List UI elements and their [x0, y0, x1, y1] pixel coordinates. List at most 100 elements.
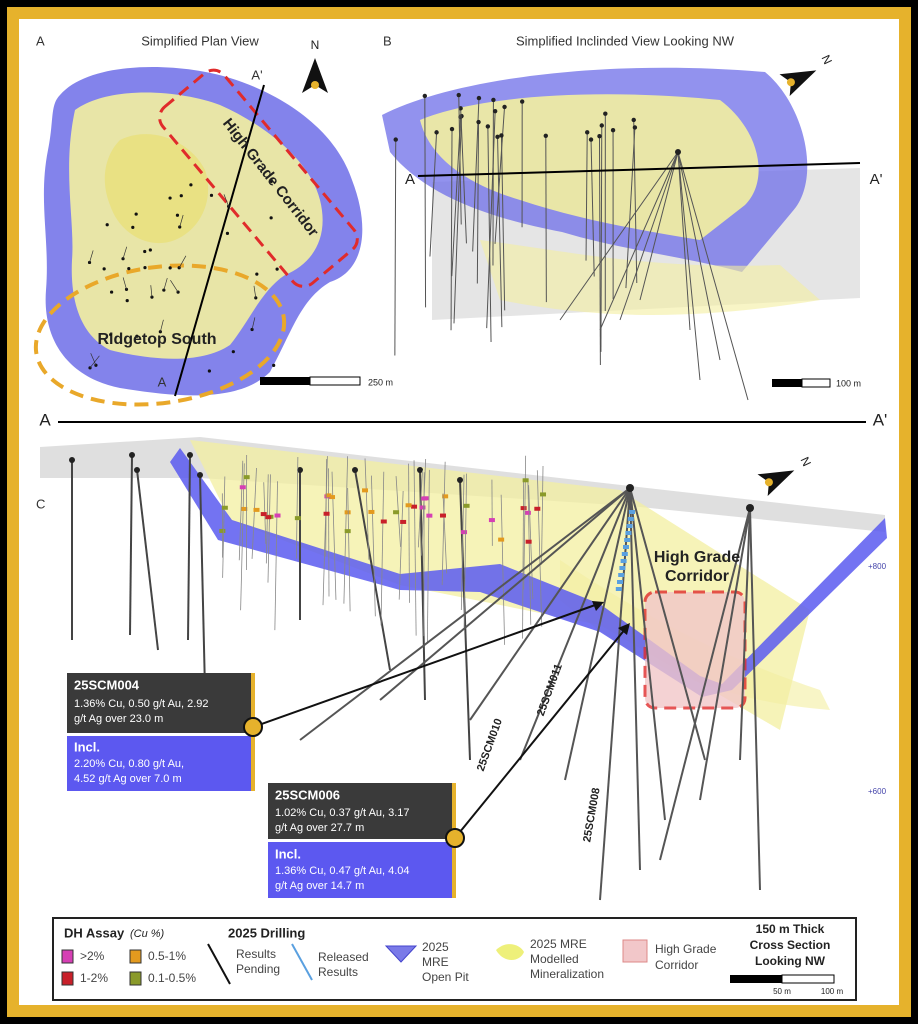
assay-interval [411, 504, 418, 509]
drill-trace [426, 469, 430, 644]
panel-label: C [36, 496, 45, 511]
legend-note: Looking NW [755, 954, 826, 968]
assay-interval [534, 506, 541, 511]
drill-trace [458, 95, 462, 225]
assay-interval [253, 507, 260, 512]
drill-collar [449, 126, 455, 132]
drill-collar [631, 117, 636, 123]
drill-collar [131, 225, 135, 229]
panel-a: A Simplified Plan View N A' A High Grade… [33, 33, 393, 407]
drill-collar [109, 332, 113, 337]
drill-trace [429, 132, 438, 257]
drill-trace [170, 279, 179, 293]
drill-trace [585, 132, 588, 261]
assay-interval [368, 509, 375, 514]
drill-collar [495, 134, 500, 140]
callout-incl-result: g/t Ag over 14.7 m [275, 880, 364, 892]
assay-interval [525, 539, 532, 544]
drill-collar [297, 467, 303, 473]
drill-trace [677, 151, 691, 331]
drill-trace [122, 246, 128, 259]
drill-collar [491, 97, 496, 103]
corridor-label: Corridor [665, 568, 729, 585]
drill-trace [199, 474, 206, 691]
assay-interval [265, 515, 272, 520]
legend-label: Results [318, 965, 358, 979]
drill-collar [393, 137, 398, 142]
drill-trace [398, 490, 404, 600]
drill-trace [371, 475, 376, 617]
drill-trace [160, 319, 164, 332]
drill-collar [352, 467, 358, 473]
callout: 25SCM006 1.02% Cu, 0.37 g/t Au, 3.17 g/t… [268, 783, 465, 898]
drill-collar [675, 149, 681, 155]
drill-trace [677, 151, 749, 401]
drill-trace [187, 454, 191, 641]
drill-trace [274, 481, 278, 631]
north-label: N [311, 38, 320, 52]
callout-incl-result: 2.20% Cu, 0.80 g/t Au, [74, 758, 184, 770]
assay-interval [344, 510, 351, 515]
drill-trace [90, 353, 97, 366]
assay-interval [463, 503, 470, 508]
assay-interval [621, 552, 628, 556]
drill-trace [178, 255, 187, 268]
drill-trace [441, 461, 446, 586]
assay-interval [323, 511, 330, 516]
drill-collar [588, 137, 594, 142]
callout-incl-result: 4.52 g/t Ag over 7.0 m [74, 773, 182, 785]
drill-collar [69, 457, 75, 463]
drill-trace [749, 507, 761, 891]
scale-label: 250 m [368, 377, 393, 387]
drill-collar [209, 193, 214, 197]
drill-collar [543, 133, 548, 138]
drill-collar [168, 266, 172, 270]
callout-result: 1.36% Cu, 0.50 g/t Au, 2.92 [74, 698, 209, 710]
drill-trace [328, 468, 330, 597]
legend-title: DH Assay [64, 925, 125, 940]
drill-trace [559, 151, 679, 321]
drill-trace [699, 507, 751, 801]
drill-trace [379, 487, 631, 701]
panel-label: B [383, 33, 392, 48]
section-start: A [158, 374, 167, 389]
assay-interval [294, 516, 301, 521]
panel-title: Simplified Inclinded View Looking NW [516, 33, 735, 48]
drill-trace [380, 471, 385, 626]
drill-collar [597, 133, 602, 139]
drill-collar [189, 183, 193, 187]
drill-trace [500, 135, 506, 311]
drill-trace [500, 494, 506, 645]
legend-label: 2025 [422, 940, 449, 954]
callout-incl: Incl. [74, 739, 100, 754]
drill-collar [499, 133, 504, 138]
drill-trace [179, 214, 184, 228]
scale-label: 50 m [773, 987, 791, 996]
panel-title: Simplified Plan View [141, 33, 259, 48]
assay-interval [488, 518, 495, 523]
drill-trace [394, 139, 397, 356]
drill-trace [625, 127, 636, 289]
assay-interval [461, 530, 468, 535]
drill-trace [739, 507, 751, 761]
assay-interval [426, 513, 433, 518]
drill-collar [135, 334, 139, 338]
section-end: A' [251, 67, 262, 82]
drill-collar [272, 363, 276, 367]
drill-trace [599, 151, 679, 331]
drill-collar [134, 467, 140, 473]
legend-label: Mineralization [530, 967, 604, 981]
legend-swatch [129, 949, 142, 964]
drill-trace [460, 108, 467, 244]
assay-interval [617, 580, 623, 584]
drill-collar [476, 119, 481, 125]
drill-collar [168, 196, 172, 200]
drill-collar [105, 223, 109, 227]
drill-trace [460, 474, 465, 611]
drill-trace [497, 136, 503, 328]
legend-label: 1-2% [80, 971, 108, 985]
drill-collar [458, 106, 463, 111]
drill-trace [600, 125, 603, 352]
drill-collar [207, 369, 211, 373]
